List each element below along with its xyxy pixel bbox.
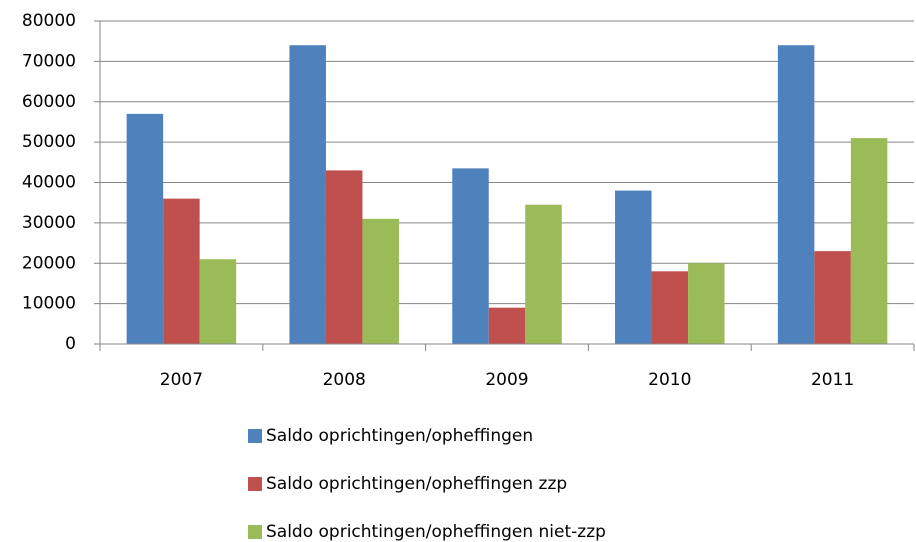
x-tick-label: 2011 — [811, 370, 854, 390]
legend-label: Saldo oprichtingen/opheffingen zzp — [266, 474, 567, 494]
bar — [289, 45, 326, 344]
y-tick-label: 80000 — [22, 11, 76, 31]
y-tick-label: 70000 — [22, 51, 76, 71]
y-tick-label: 10000 — [22, 294, 76, 314]
legend-swatch — [248, 525, 262, 539]
x-tick-label: 2009 — [485, 370, 528, 390]
y-tick-label: 60000 — [22, 92, 76, 112]
bar — [452, 168, 489, 344]
y-tick-label: 20000 — [22, 253, 76, 273]
bar — [525, 204, 562, 344]
y-tick-label: 50000 — [22, 132, 76, 152]
x-tick-label: 2008 — [323, 370, 366, 390]
bar — [615, 190, 652, 344]
bar — [488, 307, 526, 344]
bar — [777, 45, 815, 344]
legend-label: Saldo oprichtingen/opheffingen niet-zzp — [266, 522, 606, 542]
y-tick-label: 40000 — [22, 173, 76, 193]
y-tick-label: 0 — [65, 334, 76, 354]
bar — [325, 170, 363, 344]
bar — [688, 263, 725, 344]
y-tick-label: 30000 — [22, 213, 76, 233]
bar — [163, 198, 200, 344]
x-tick-label: 2007 — [160, 370, 203, 390]
bar — [199, 259, 237, 344]
legend-swatch — [248, 477, 262, 491]
bar — [362, 218, 399, 344]
bar — [651, 271, 689, 344]
bar — [126, 113, 164, 344]
legend-swatch — [248, 429, 262, 443]
bar — [814, 251, 851, 344]
x-tick-label: 2010 — [648, 370, 691, 390]
legend-label: Saldo oprichtingen/opheffingen — [266, 426, 533, 446]
bar — [850, 138, 888, 344]
